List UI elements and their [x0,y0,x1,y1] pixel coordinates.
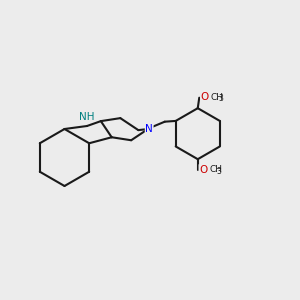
Text: NH: NH [79,112,95,122]
Text: O: O [200,92,209,102]
Text: O: O [199,165,207,175]
Text: 3: 3 [217,167,221,176]
Text: CH: CH [209,165,222,174]
Text: CH: CH [211,93,224,102]
Text: 3: 3 [218,94,223,103]
Text: N: N [145,124,153,134]
